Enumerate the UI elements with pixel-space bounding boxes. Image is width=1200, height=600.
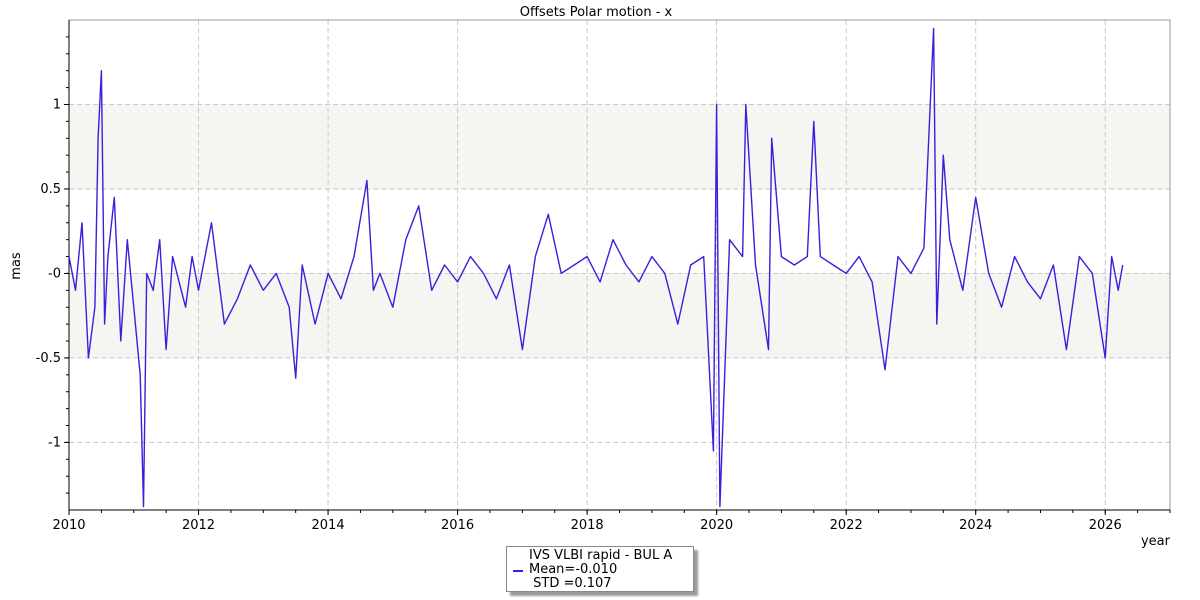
grid-lines <box>69 20 1170 510</box>
x-tick-label: 2024 <box>959 518 992 533</box>
band-0 <box>69 104 1170 189</box>
x-tick-label: 2014 <box>312 518 345 533</box>
band-1 <box>69 273 1170 358</box>
x-tick-label: 2022 <box>830 518 863 533</box>
x-tick-labels: 2010 2012 2014 2016 2018 2020 2022 2024 2026 <box>52 518 1121 533</box>
series-line-0 <box>68 27 1124 508</box>
y-axis-label: mas <box>9 252 24 280</box>
x-tick-label: 2010 <box>52 518 85 533</box>
plot-area-frame <box>68 19 1171 511</box>
legend-mean: Mean=-0.010 <box>529 562 618 577</box>
chart-title: Offsets Polar motion - x <box>520 5 673 20</box>
y-tick-label: -0 <box>48 266 61 281</box>
y-tick-labels: -1 -0.5 -0 0.5 1 <box>36 97 61 450</box>
x-tick-label: 2016 <box>441 518 474 533</box>
legend-std: STD =0.107 <box>529 576 612 591</box>
legend: IVS VLBI rapid - BUL A Mean=-0.010 STD =… <box>506 546 694 592</box>
x-tick-label: 2018 <box>571 518 604 533</box>
x-tick-label: 2026 <box>1089 518 1122 533</box>
x-tick-label: 2020 <box>700 518 733 533</box>
legend-series-name: IVS VLBI rapid - BUL A <box>529 548 673 563</box>
axes <box>68 20 1170 511</box>
x-axis-label: year <box>1141 534 1171 549</box>
background-bands <box>69 104 1170 358</box>
y-tick-label: 0.5 <box>40 182 61 197</box>
legend-swatch <box>513 570 523 572</box>
y-tick-label: 1 <box>53 97 61 112</box>
series-layer <box>68 27 1124 508</box>
tick-marks <box>64 36 1171 515</box>
y-tick-label: -0.5 <box>36 351 61 366</box>
y-tick-label: -1 <box>48 435 61 450</box>
x-tick-label: 2012 <box>182 518 215 533</box>
